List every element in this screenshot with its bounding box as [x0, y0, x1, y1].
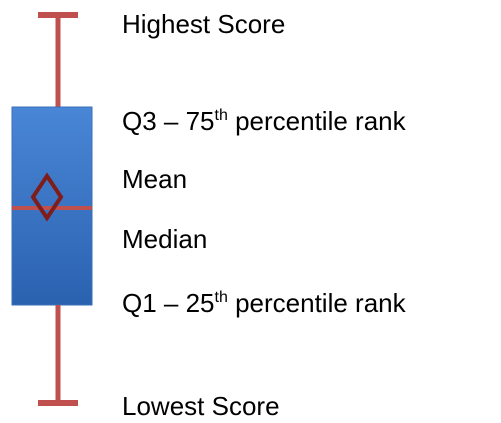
label-sup: th — [215, 107, 228, 124]
label: Highest Score — [122, 9, 285, 39]
label: Median — [122, 224, 207, 254]
label: Q3 – 75th percentile rank — [122, 106, 407, 136]
label-part: Q3 – 75 — [122, 106, 215, 136]
label: Mean — [122, 164, 187, 194]
label-part: percentile rank — [228, 288, 407, 318]
label: Q1 – 25th percentile rank — [122, 288, 407, 318]
box-plot-glyph — [11, 12, 93, 406]
label-part: percentile rank — [228, 106, 407, 136]
label-part: Q1 – 25 — [122, 288, 215, 318]
mean-diamond — [30, 172, 64, 222]
label: Lowest Score — [122, 391, 280, 421]
label-sup: th — [215, 289, 228, 306]
labels: Highest Score Q3 – 75th percentile rank … — [122, 9, 407, 421]
